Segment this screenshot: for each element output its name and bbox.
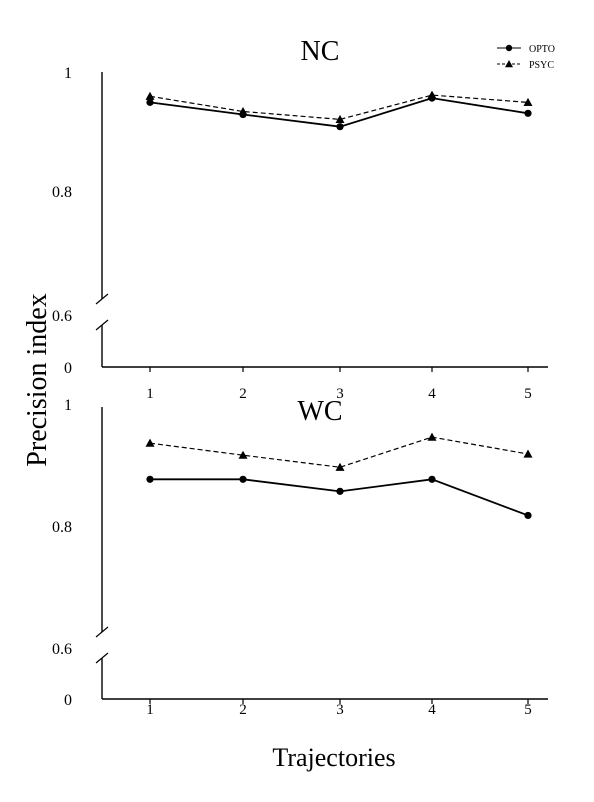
chart-title: WC xyxy=(297,396,342,427)
y-tick-label: 1 xyxy=(64,65,72,82)
data-point-opto xyxy=(524,109,532,117)
data-point-psyc xyxy=(145,91,155,100)
x-tick-label: 4 xyxy=(428,702,436,718)
x-tick-label: 4 xyxy=(428,386,436,402)
data-point-psyc xyxy=(145,438,155,447)
axis-break-mark xyxy=(95,293,109,305)
y-tick-label: 0.8 xyxy=(52,519,72,536)
data-point-opto xyxy=(524,511,532,520)
data-point-opto xyxy=(146,98,154,106)
data-point-psyc xyxy=(335,462,345,471)
x-tick-label: 2 xyxy=(239,386,247,402)
x-tick-label: 5 xyxy=(524,386,532,402)
data-point-opto xyxy=(428,475,436,483)
series-line-opto xyxy=(150,478,529,517)
x-tick-label: 2 xyxy=(239,702,247,718)
chart-panel-nc: NC 0 0.6 0.8 1 1 2 3 4 5 xyxy=(52,36,548,402)
x-tick-label: 3 xyxy=(336,386,344,402)
axis-break-mark xyxy=(95,652,109,664)
y-axis-label: Precision index xyxy=(22,293,53,466)
axis-break-mark xyxy=(95,626,109,638)
legend-label: OPTO xyxy=(529,44,555,55)
data-point-psyc xyxy=(238,106,248,116)
y-tick-label: 1 xyxy=(64,397,72,414)
x-tick-label: 3 xyxy=(336,702,344,718)
legend-label: PSYC xyxy=(529,60,554,71)
data-point-psyc xyxy=(238,450,248,459)
data-point-opto xyxy=(239,475,247,483)
axis-break-mark xyxy=(95,319,109,331)
x-tick-label: 1 xyxy=(146,386,154,402)
y-tick-label: 0.6 xyxy=(52,308,72,325)
data-point-opto xyxy=(336,487,344,495)
x-tick-label: 5 xyxy=(524,702,532,718)
data-point-psyc xyxy=(523,449,533,458)
y-tick-label: 0 xyxy=(64,360,72,377)
chart-title: NC xyxy=(301,36,340,67)
data-point-opto xyxy=(146,475,154,483)
x-tick-label: 1 xyxy=(146,702,154,718)
data-point-psyc xyxy=(427,432,437,441)
legend: OPTO PSYC xyxy=(497,44,555,71)
series-line-psyc xyxy=(149,94,529,120)
y-tick-label: 0 xyxy=(64,692,72,709)
data-point-psyc xyxy=(523,97,533,106)
data-point-psyc xyxy=(427,90,437,99)
data-point-psyc xyxy=(335,114,345,123)
series-line-psyc xyxy=(149,436,529,468)
data-point-opto xyxy=(336,123,344,131)
legend-marker-opto xyxy=(505,44,513,52)
y-tick-label: 0.6 xyxy=(52,641,72,658)
chart-panel-wc: WC 0 0.6 0.8 1 1 2 3 4 5 xyxy=(52,396,548,718)
x-axis-label: Trajectories xyxy=(272,743,395,772)
y-tick-label: 0.8 xyxy=(52,184,72,201)
legend-marker-psyc xyxy=(505,60,513,68)
